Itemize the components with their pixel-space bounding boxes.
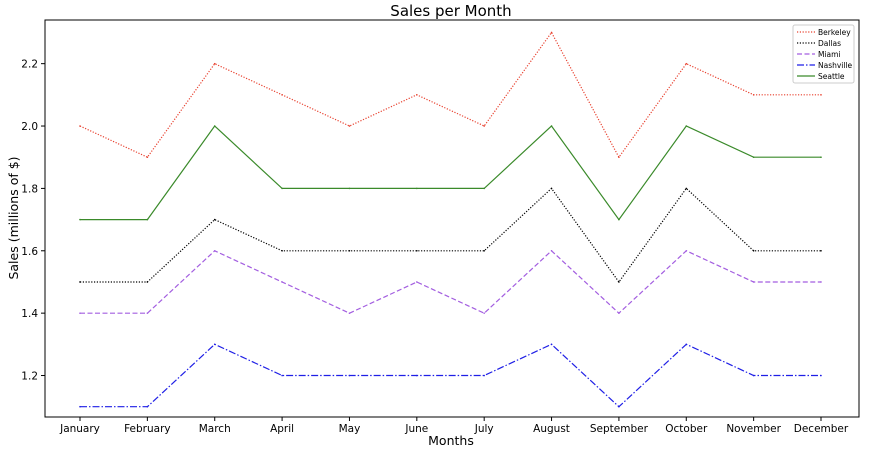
point-seattle-january [79,218,81,221]
plot-area [79,31,822,408]
x-tick-label-february: February [124,423,171,435]
point-nashville-october [685,343,688,346]
point-seattle-november [752,156,755,159]
point-miami-february [146,312,149,314]
point-berkeley-june [416,94,418,96]
x-tick-label-october: October [665,423,708,435]
point-berkeley-september [618,156,620,159]
point-dallas-july [483,249,485,252]
legend-label-berkeley: Berkeley [818,28,851,37]
point-seattle-may [348,187,351,190]
y-axis: 1.2 1.4 1.6 1.8 2.0 2.2 [21,59,45,383]
x-axis-label: Months [428,433,474,448]
point-seattle-september [618,218,620,221]
point-berkeley-october [685,62,688,65]
point-nashville-february [146,405,149,408]
point-miami-may [348,312,351,314]
point-miami-august [550,249,553,252]
point-seattle-october [685,125,688,127]
point-berkeley-november [752,94,755,96]
point-dallas-march [213,218,216,221]
x-tick-label-september: September [590,423,649,435]
legend-label-dallas: Dallas [818,39,841,48]
y-tick-label-1-2: 1.2 [21,371,38,383]
x-tick-label-april: April [270,423,294,435]
point-miami-july [483,312,485,314]
y-tick-label-2-0: 2.0 [21,121,38,133]
y-tick-label-2-2: 2.2 [21,59,38,71]
y-tick-label-1-8: 1.8 [21,183,38,195]
point-miami-september [618,312,620,314]
x-tick-label-november: November [726,423,781,435]
point-dallas-september [618,281,620,283]
point-dallas-may [348,249,351,252]
legend-label-miami: Miami [818,50,841,59]
point-nashville-september [618,405,620,408]
point-nashville-april [281,374,283,377]
point-dallas-october [685,187,688,190]
point-seattle-december [820,156,822,159]
point-nashville-june [416,374,418,377]
series-line-seattle [80,125,821,221]
x-tick-label-january: January [59,423,100,435]
point-miami-march [213,249,216,252]
point-berkeley-august [550,31,553,34]
point-nashville-august [550,343,553,346]
point-dallas-january [79,281,81,283]
point-miami-october [685,249,688,252]
point-seattle-july [483,187,485,190]
y-tick-label-1-6: 1.6 [21,246,38,258]
point-dallas-june [416,249,418,252]
point-nashville-november [752,374,755,377]
series-line-miami [80,249,821,315]
legend-box [792,24,855,84]
point-dallas-november [752,249,755,252]
chart-title: Sales per Month [390,2,511,20]
point-nashville-may [348,374,351,377]
point-berkeley-december [820,94,822,96]
point-miami-january [79,312,81,314]
point-berkeley-january [79,125,81,127]
point-berkeley-july [483,125,485,127]
x-axis: January February March April May June July Augu… [59,417,849,435]
point-seattle-february [146,218,149,221]
point-nashville-march [213,343,216,346]
point-berkeley-may [348,125,351,127]
series-line-berkeley [79,31,821,159]
point-berkeley-april [281,94,283,96]
point-berkeley-march [213,62,216,65]
point-nashville-january [79,405,81,408]
legend-label-nashville: Nashville [818,61,853,70]
series-line-dallas [80,187,821,284]
point-dallas-december [820,249,822,252]
x-tick-label-december: December [794,423,849,435]
point-seattle-april [281,187,283,190]
point-miami-november [752,281,755,283]
point-nashville-july [483,374,485,377]
x-tick-label-may: May [339,423,361,435]
point-miami-december [820,281,822,283]
point-miami-april [281,281,283,283]
legend-label-seattle: Seattle [818,72,845,81]
point-dallas-april [281,249,283,252]
point-seattle-june [416,187,418,190]
point-nashville-december [820,374,822,377]
point-miami-june [416,281,418,283]
series-line-nashville [80,343,821,408]
plot-frame [44,19,860,418]
x-tick-label-june: June [404,423,428,435]
legend: Berkeley Dallas Miami Nashville Seattle [792,24,855,84]
point-dallas-february [146,281,149,283]
y-axis-label: Sales (millions of $) [6,156,21,279]
x-tick-label-july: July [474,423,494,435]
x-tick-label-march: March [199,423,231,435]
point-seattle-august [550,125,553,127]
x-tick-label-august: August [533,423,570,435]
point-dallas-august [550,187,553,190]
point-seattle-march [213,125,216,127]
y-tick-label-1-4: 1.4 [21,308,38,320]
point-berkeley-february [146,156,149,159]
